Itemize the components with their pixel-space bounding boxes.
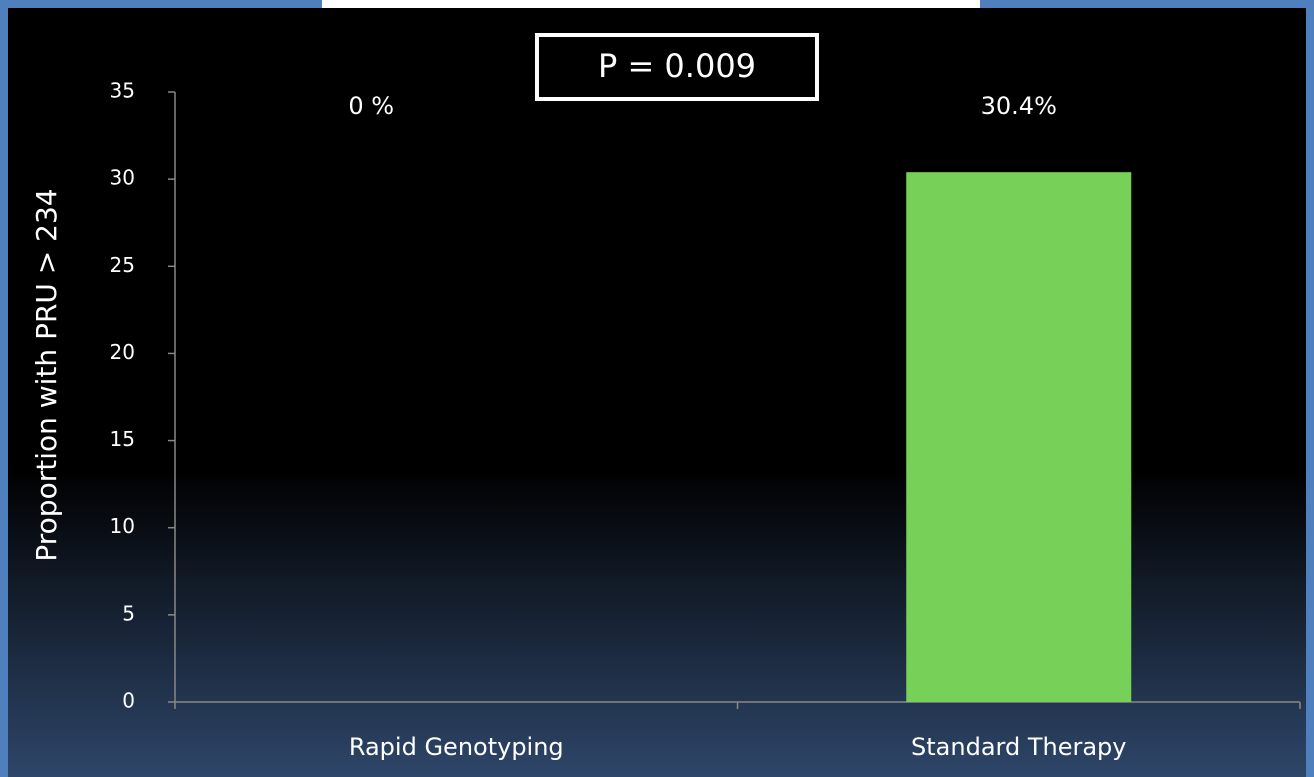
annotation-box — [535, 33, 819, 101]
bar — [906, 172, 1132, 702]
y-tick-label: 15 — [110, 427, 135, 451]
y-tick-label: 0 — [122, 689, 135, 713]
y-axis-label: Proportion with PRU > 234 — [30, 188, 63, 561]
value-label: 30.4% — [981, 92, 1057, 120]
y-tick-label: 25 — [110, 253, 135, 277]
top-box — [322, 0, 980, 8]
value-label: 0 % — [348, 92, 394, 120]
x-tick-label: Rapid Genotyping — [349, 733, 564, 761]
annotation: P = 0.009 — [598, 47, 756, 85]
y-tick-label: 10 — [110, 514, 135, 538]
y-tick-label: 35 — [110, 79, 135, 103]
y-tick-label: 30 — [110, 166, 135, 190]
x-tick-label: Standard Therapy — [911, 733, 1126, 761]
y-tick-label: 20 — [110, 340, 135, 364]
y-tick-label: 5 — [122, 601, 135, 625]
